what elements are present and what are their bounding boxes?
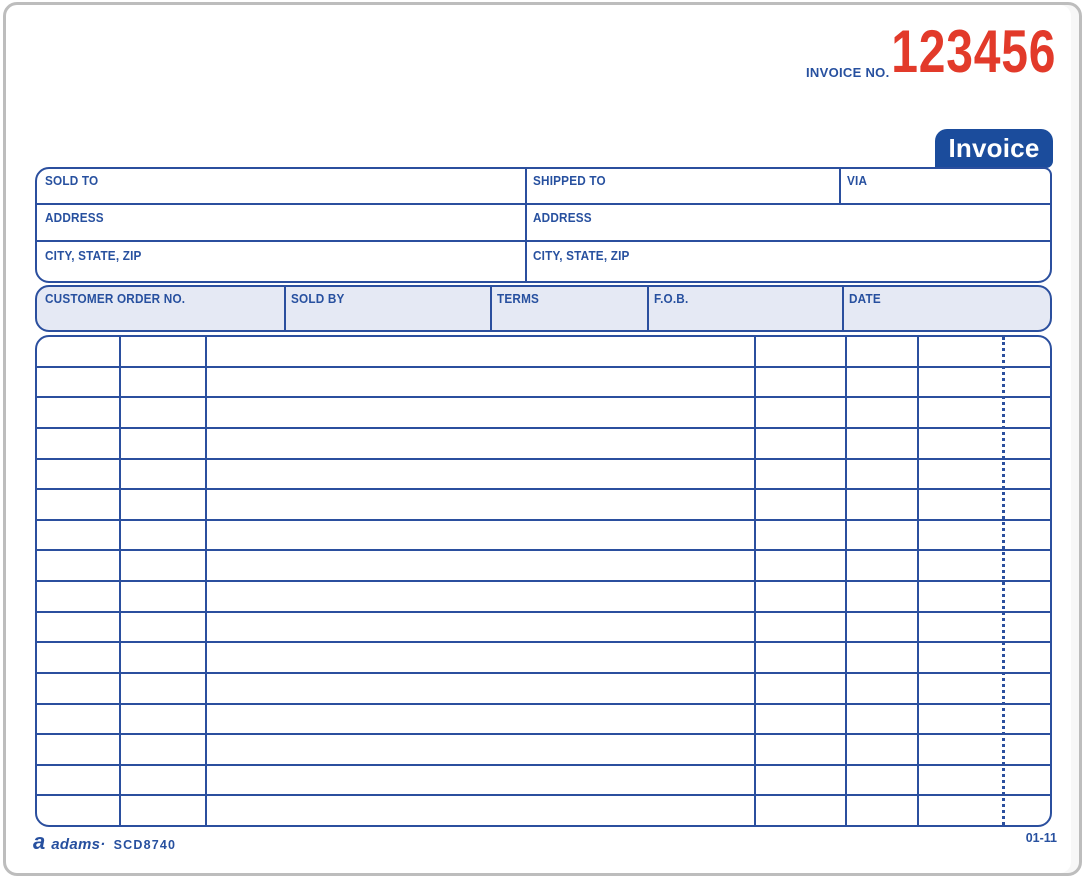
fob-label: F.O.B.: [654, 292, 689, 306]
table-column-divider-2: [205, 337, 207, 825]
form-model-number: SCD8740: [113, 838, 177, 852]
table-row: [37, 794, 1050, 825]
shipped-to-label: SHIPPED TO: [533, 174, 606, 188]
address-row-divider-1: [37, 203, 1050, 205]
table-row: [37, 702, 1050, 734]
invoice-number: 123456: [891, 18, 1056, 85]
invoice-badge-label: Invoice: [948, 133, 1040, 163]
adams-a-logo-icon: a: [33, 829, 45, 854]
sold-to-label: SOLD TO: [45, 174, 99, 188]
address-right-label: ADDRESS: [533, 211, 592, 225]
sold-shipped-divider: [525, 169, 527, 281]
invoice-no-label: INVOICE NO.: [806, 65, 890, 80]
table-row: [37, 641, 1050, 672]
sold-by-label: SOLD BY: [291, 292, 345, 306]
terms-label: TERMS: [497, 292, 540, 306]
address-row-divider-2: [37, 240, 1050, 242]
order-info-band: CUSTOMER ORDER NO. SOLD BY TERMS F.O.B. …: [35, 285, 1052, 332]
city-state-zip-left-label: CITY, STATE, ZIP: [45, 249, 142, 263]
table-row: [37, 763, 1050, 795]
date-label: DATE: [849, 292, 881, 306]
footer-brand-line: a adams· SCD8740: [33, 829, 177, 854]
line-items-table: [35, 335, 1052, 827]
revision-code: 01-11: [1025, 831, 1057, 845]
table-column-divider-5: [917, 337, 919, 825]
address-block: SOLD TO SHIPPED TO VIA ADDRESS ADDRESS C…: [35, 167, 1052, 283]
via-divider: [839, 169, 841, 203]
band-divider-4: [842, 287, 844, 330]
table-column-divider-4: [845, 337, 847, 825]
table-column-divider-1: [119, 337, 121, 825]
table-row: [37, 365, 1050, 397]
table-row: [37, 671, 1050, 703]
line-items-rows: [37, 337, 1050, 825]
table-row: [37, 549, 1050, 580]
table-row: [37, 396, 1050, 427]
via-label: VIA: [847, 174, 868, 188]
invoice-badge: Invoice: [935, 129, 1053, 168]
table-row: [37, 457, 1050, 489]
table-row: [37, 426, 1050, 458]
table-column-divider-3: [754, 337, 756, 825]
table-row: [37, 488, 1050, 519]
table-row: [37, 337, 1050, 366]
paper-pad-edge: [3, 2, 1082, 876]
table-row: [37, 610, 1050, 642]
cents-dotted-divider: [1002, 337, 1005, 825]
address-left-label: ADDRESS: [45, 211, 104, 225]
band-divider-2: [490, 287, 492, 330]
brand-wordmark: adams·: [51, 836, 106, 853]
band-divider-3: [647, 287, 649, 330]
table-row: [37, 733, 1050, 764]
table-row: [37, 580, 1050, 611]
table-row: [37, 518, 1050, 550]
city-state-zip-right-label: CITY, STATE, ZIP: [533, 249, 630, 263]
band-divider-1: [284, 287, 286, 330]
customer-order-no-label: CUSTOMER ORDER NO.: [45, 292, 186, 306]
